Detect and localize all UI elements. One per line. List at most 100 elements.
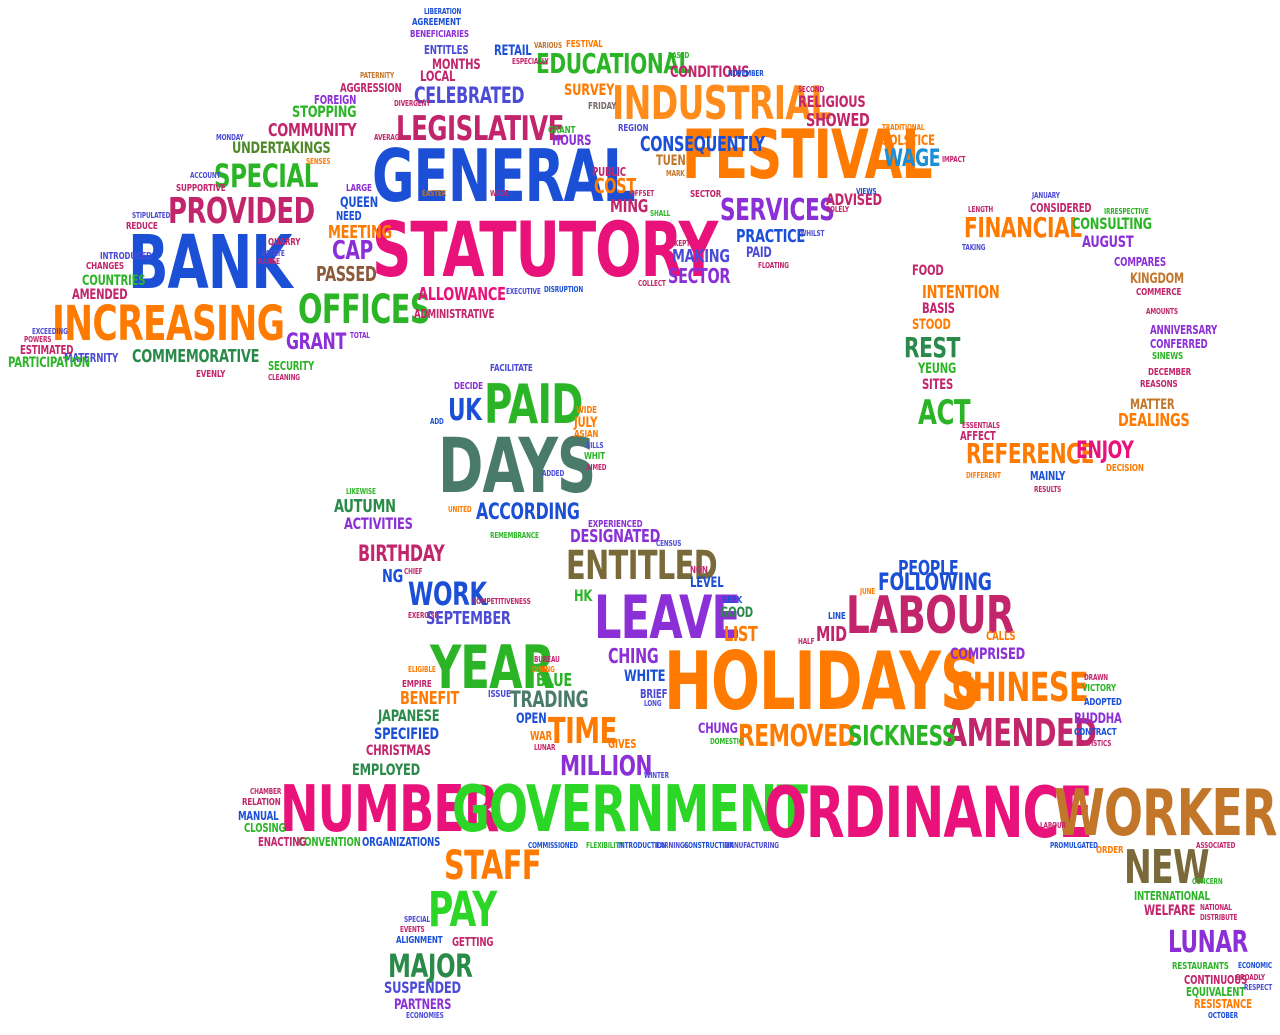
word-experienced: EXPERIENCED bbox=[588, 519, 643, 530]
word-paid: PAID bbox=[484, 373, 583, 436]
word-labour: LABOUR bbox=[846, 586, 1015, 646]
word-manual: MANUAL bbox=[238, 809, 279, 823]
word-order: ORDER bbox=[1096, 845, 1124, 856]
word-taking: TAKING bbox=[962, 243, 986, 252]
word-solely: SOLELY bbox=[826, 205, 849, 214]
word-seek: SEEK bbox=[722, 595, 743, 606]
word-facilitate: FACILITATE bbox=[490, 363, 533, 374]
word-irrespective: IRRESPECTIVE bbox=[1104, 207, 1149, 216]
word-advised: ADVISED bbox=[826, 190, 882, 209]
word-supportive: SUPPORTIVE bbox=[176, 183, 226, 194]
word-foreign: FOREIGN bbox=[314, 93, 357, 107]
word-community: COMMUNITY bbox=[268, 120, 357, 141]
word-countries: COUNTRIES bbox=[82, 273, 146, 289]
word-chung: CHUNG bbox=[698, 721, 738, 737]
word-kept: KEPT bbox=[674, 239, 691, 248]
word-sites: SITES bbox=[922, 377, 954, 393]
word-december: DECEMBER bbox=[1148, 367, 1192, 378]
word-introduced: INTRODUCED bbox=[100, 251, 152, 262]
word-reference: REFERENCE bbox=[966, 437, 1094, 470]
word-mainly: MAINLY bbox=[1030, 469, 1066, 483]
word-cap: CAP bbox=[332, 236, 373, 266]
word-respect: RESPECT bbox=[1244, 983, 1273, 992]
word-people: PEOPLE bbox=[898, 556, 959, 580]
word-promulgated: PROMULGATED bbox=[1050, 841, 1098, 850]
word-based: BASED bbox=[668, 51, 690, 60]
word-mid: MID bbox=[816, 622, 847, 646]
word-october: OCTOBER bbox=[1208, 1011, 1238, 1020]
word-autumn: AUTUMN bbox=[334, 496, 396, 517]
word-winter: WINTER bbox=[644, 771, 669, 780]
word-concern: CONCERN bbox=[1192, 877, 1223, 886]
word-line: LINE bbox=[828, 611, 846, 622]
word-trading: TRADING bbox=[510, 688, 589, 713]
word-birthday: BIRTHDAY bbox=[358, 542, 445, 567]
word-open: OPEN bbox=[516, 711, 547, 727]
word-undertakings: UNDERTAKINGS bbox=[232, 138, 331, 157]
word-restaurants: RESTAURANTS bbox=[1172, 961, 1229, 972]
word-brief: BRIEF bbox=[640, 687, 668, 701]
word-basis: BASIS bbox=[922, 301, 955, 317]
word-victory: VICTORY bbox=[1082, 683, 1116, 694]
word-reasons: REASONS bbox=[1140, 379, 1178, 390]
word-sickness: SICKNESS bbox=[848, 719, 956, 752]
word-collect: COLLECT bbox=[638, 279, 666, 288]
word-essentials: ESSENTIALS bbox=[962, 421, 1000, 430]
word-general: GENERAL bbox=[372, 134, 636, 218]
word-festival: FESTIVAL bbox=[682, 116, 933, 195]
word-welfare: WELFARE bbox=[1144, 903, 1196, 919]
word-special: SPECIAL bbox=[404, 915, 430, 924]
word-distribute: DISTRIBUTE bbox=[1200, 913, 1238, 922]
word-manufacturing: MANUFACTURING bbox=[724, 841, 779, 850]
word-november: NOVEMBER bbox=[728, 69, 764, 78]
word-wide: WIDE bbox=[576, 405, 597, 416]
word-united: UNITED bbox=[448, 505, 472, 514]
word-various: VARIOUS bbox=[534, 41, 563, 50]
word-chamber: CHAMBER bbox=[250, 787, 282, 796]
word-security: SECURITY bbox=[268, 359, 315, 373]
word-decide: DECIDE bbox=[454, 381, 483, 392]
word-labour: LABOUR bbox=[1040, 821, 1066, 830]
word-months: MONTHS bbox=[432, 57, 481, 73]
word-sector: SECTOR bbox=[690, 189, 722, 200]
word-different: DIFFERENT bbox=[966, 471, 1001, 480]
word-major: MAJOR bbox=[388, 947, 473, 985]
word-war: WAR bbox=[530, 729, 552, 743]
word-account: ACCOUNT bbox=[190, 171, 221, 180]
word-non: NON bbox=[690, 565, 708, 576]
word-adopted: ADOPTED bbox=[1084, 697, 1122, 708]
word-friday: FRIDAY bbox=[588, 101, 617, 112]
word-ching: CHING bbox=[608, 644, 659, 668]
word-associated: ASSOCIATED bbox=[1196, 841, 1236, 850]
word-january: JANUARY bbox=[1032, 191, 1060, 200]
word-september: SEPTEMBER bbox=[426, 608, 511, 629]
word-closing: CLOSING bbox=[244, 821, 286, 835]
word-floating: FLOATING bbox=[758, 261, 789, 270]
word-statutory: STATUTORY bbox=[372, 205, 718, 294]
word-organizations: ORGANIZATIONS bbox=[362, 835, 441, 849]
word-commemorative: COMMEMORATIVE bbox=[132, 346, 260, 367]
word-dealings: DEALINGS bbox=[1118, 410, 1190, 431]
word-quarry: QUARRY bbox=[268, 237, 301, 248]
word-flexibility: FLEXIBILITY bbox=[586, 841, 624, 850]
word-international: INTERNATIONAL bbox=[1134, 889, 1210, 903]
word-allowance: ALLOWANCE bbox=[418, 284, 506, 305]
word-reduce: REDUCE bbox=[126, 221, 158, 232]
word-exercise: EXERCISE bbox=[408, 611, 439, 620]
word-financial: FINANCIAL bbox=[964, 211, 1082, 244]
word-cleaning: CLEANING bbox=[268, 373, 300, 382]
word-government: GOVERNMENT bbox=[452, 773, 808, 847]
word-chief: CHIEF bbox=[404, 567, 423, 576]
word-getting: GETTING bbox=[452, 935, 494, 949]
word-whilst: WHILST bbox=[800, 229, 825, 238]
word-good: GOOD bbox=[720, 605, 753, 621]
word-length: LENGTH bbox=[968, 205, 994, 214]
word-enacting: ENACTING bbox=[258, 835, 307, 849]
word-earnings: EARNINGS bbox=[656, 841, 689, 850]
word-level: LEVEL bbox=[690, 575, 724, 591]
word-designated: DESIGNATED bbox=[570, 526, 661, 547]
word-introduction: INTRODUCTION bbox=[618, 841, 667, 850]
word-showed: SHOWED bbox=[806, 110, 870, 131]
word-competitiveness: COMPETITIVENESS bbox=[472, 597, 531, 606]
